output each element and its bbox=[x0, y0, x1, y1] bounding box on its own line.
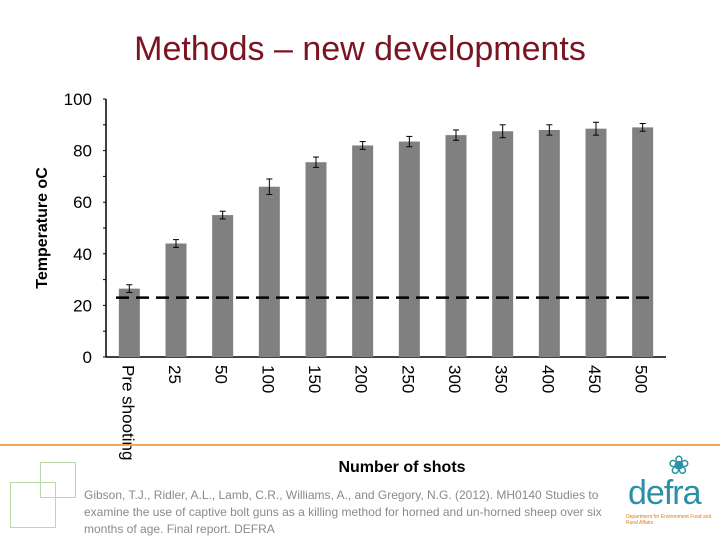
logo-wordmark: defra bbox=[628, 474, 701, 512]
error-bar bbox=[173, 239, 179, 248]
bar bbox=[398, 141, 420, 357]
x-axis: Pre shooting 25 50 100 150 200 250 300 350 400 450… bbox=[106, 356, 666, 460]
y-tick-label: 80 bbox=[73, 142, 92, 161]
error-bar bbox=[593, 121, 599, 136]
bar bbox=[118, 288, 140, 357]
x-tick-label: Pre shooting bbox=[118, 365, 137, 460]
error-bars bbox=[126, 121, 646, 293]
y-tick-label: 40 bbox=[73, 245, 92, 264]
bar bbox=[258, 186, 280, 357]
bar bbox=[212, 215, 234, 357]
error-bar bbox=[453, 129, 459, 141]
x-tick-label: 400 bbox=[538, 365, 557, 393]
error-bar bbox=[126, 284, 133, 293]
x-tick-label: 350 bbox=[492, 365, 511, 393]
y-axis-label: Temperature oC bbox=[34, 167, 51, 289]
x-tick-label: 250 bbox=[398, 365, 417, 393]
error-bar bbox=[499, 124, 506, 139]
decorative-square bbox=[10, 482, 56, 528]
separator-line bbox=[0, 444, 720, 446]
bar-series bbox=[118, 127, 654, 357]
x-tick-label: 300 bbox=[445, 365, 464, 393]
slide-title: Methods – new developments bbox=[134, 30, 586, 68]
x-tick-label: 500 bbox=[632, 365, 651, 393]
y-axis: 0 20 40 60 80 100 bbox=[64, 90, 107, 367]
bar bbox=[538, 129, 560, 357]
bar bbox=[632, 127, 654, 357]
error-bar bbox=[266, 178, 273, 195]
bar bbox=[305, 162, 327, 357]
x-tick-label: 100 bbox=[258, 365, 277, 393]
error-bar bbox=[546, 124, 553, 136]
y-tick-label: 60 bbox=[73, 193, 92, 212]
error-bar bbox=[313, 156, 319, 168]
y-tick-label: 100 bbox=[64, 90, 92, 109]
error-bar bbox=[639, 123, 646, 132]
bar bbox=[585, 128, 607, 357]
bar bbox=[352, 145, 374, 357]
bar bbox=[165, 243, 187, 357]
y-tick-label: 0 bbox=[83, 348, 92, 367]
defra-logo: ❀ defra Department for Environment Food … bbox=[622, 450, 714, 530]
error-bar bbox=[359, 141, 366, 150]
citation-text: Gibson, T.J., Ridler, A.L., Lamb, C.R., … bbox=[84, 488, 602, 536]
error-bar bbox=[406, 135, 413, 148]
y-tick-label: 20 bbox=[73, 296, 92, 315]
x-tick-label: 150 bbox=[305, 365, 324, 393]
x-axis-label: Number of shots bbox=[338, 459, 465, 476]
logo-subtext: Department for Environment Food and Rura… bbox=[626, 514, 712, 526]
crest-icon: ❀ bbox=[668, 450, 690, 480]
x-tick-label: 25 bbox=[165, 365, 184, 384]
x-tick-label: 50 bbox=[212, 365, 231, 384]
bar bbox=[492, 131, 514, 357]
decorative-square bbox=[40, 462, 76, 498]
error-bar bbox=[219, 210, 226, 220]
x-tick-label: 200 bbox=[352, 365, 371, 393]
x-tick-label: 450 bbox=[585, 365, 604, 393]
bar bbox=[445, 135, 467, 357]
